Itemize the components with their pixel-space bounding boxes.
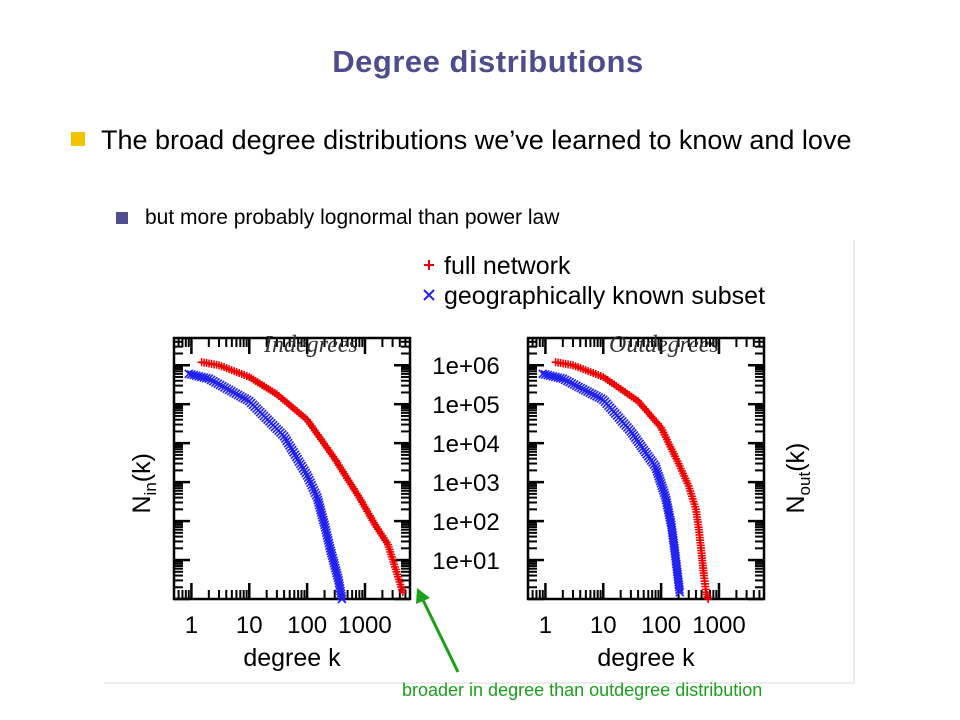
data-point <box>303 473 313 483</box>
data-point <box>302 470 312 480</box>
legend-label: full network <box>444 252 571 280</box>
data-point <box>674 585 685 595</box>
data-point <box>337 594 347 604</box>
x-tick-label: 10 <box>590 612 617 639</box>
y-axis-label-main: N <box>128 495 156 513</box>
y-axis-label-suffix: (k) <box>782 443 810 472</box>
data-point <box>555 373 565 383</box>
data-point <box>201 373 211 383</box>
bullet-square-icon <box>71 132 85 146</box>
y-tick-label: 1e+06 <box>432 353 499 380</box>
legend-label: geographically known subset <box>444 282 765 310</box>
slide-title: Degree distributions <box>332 44 644 79</box>
x-tick-label: 100 <box>287 612 327 639</box>
x-tick-label: 1 <box>185 612 198 639</box>
y-axis-label-sub: out <box>795 472 814 496</box>
series-full-network <box>197 358 407 597</box>
outdegree-panel: 1 10 100 1000 degree k Outdegrees Nout(k) <box>526 332 814 672</box>
x-tick-label: 10 <box>236 612 263 639</box>
series-full-network <box>551 358 713 603</box>
data-point <box>336 591 347 601</box>
y-tick-label: 1e+01 <box>432 548 499 575</box>
data-point <box>308 483 318 493</box>
bullet-text: The broad degree distributions we’ve lea… <box>101 125 852 155</box>
annotation-caption: broader in degree than outdegree distrib… <box>402 680 763 700</box>
y-axis-label-sub: in <box>141 482 160 495</box>
series-known-subset <box>184 369 347 604</box>
data-point <box>398 588 407 597</box>
plot-frame <box>526 336 766 601</box>
legend-plus-marker <box>424 260 434 270</box>
series-known-subset <box>538 369 685 597</box>
legend-cross-marker <box>423 289 435 301</box>
data-point <box>304 475 314 485</box>
y-tick-label: 1e+04 <box>432 431 499 458</box>
data-point <box>307 480 317 490</box>
panel-title: Outdegrees <box>609 332 719 358</box>
x-axis-label: degree k <box>243 644 341 672</box>
bullet-level1: The broad degree distributions we’ve lea… <box>68 120 888 160</box>
x-tick-label: 100 <box>641 612 681 639</box>
indegree-panel: 1 10 100 1000 degree k Indegrees Nin(k) <box>128 332 412 672</box>
data-point <box>675 587 685 597</box>
data-point <box>311 490 321 500</box>
plot-frame <box>172 336 412 601</box>
data-point <box>309 485 319 495</box>
y-axis-label: Nin(k) <box>128 453 160 513</box>
sub-bullet-square-icon <box>116 212 128 224</box>
y-axis-label-main: N <box>782 495 810 513</box>
y-tick-label: 1e+05 <box>432 392 499 419</box>
data-point <box>310 488 320 498</box>
data-point <box>704 595 713 603</box>
sub-bullet-text: but more probably lognormal than power l… <box>145 206 560 229</box>
x-axis-label: degree k <box>597 644 695 672</box>
bullet-level2: but more probably lognormal than power l… <box>115 204 815 232</box>
x-tick-label: 1000 <box>338 612 391 639</box>
y-tick-label: 1e+03 <box>432 470 499 497</box>
x-tick-label: 1000 <box>692 612 745 639</box>
y-axis-label-suffix: (k) <box>128 453 156 482</box>
panel-title: Indegrees <box>263 332 358 358</box>
data-point <box>305 478 316 488</box>
y-axis-label: Nout(k) <box>782 443 814 514</box>
degree-figure: full network geographically known subset 1… <box>104 240 856 684</box>
y-tick-label: 1e+02 <box>432 509 499 536</box>
x-tick-label: 1 <box>539 612 552 639</box>
